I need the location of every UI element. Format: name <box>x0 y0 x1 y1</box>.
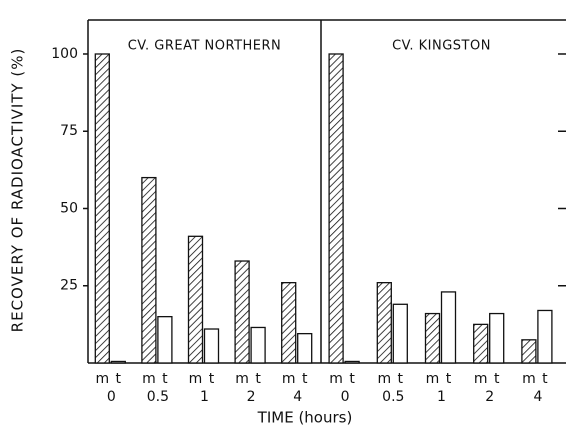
bar-group-label: t <box>302 371 308 387</box>
bar-group-label: m <box>282 371 296 387</box>
bar <box>234 260 250 364</box>
bar-group-label: m <box>522 371 536 387</box>
bar-group-label: t <box>116 371 122 387</box>
bar-group-label: t <box>349 371 355 387</box>
bar <box>250 326 266 364</box>
bar <box>187 235 204 364</box>
bar <box>203 328 220 364</box>
bar <box>344 360 360 364</box>
bar-group-label: m <box>142 371 156 387</box>
bar <box>440 291 457 364</box>
bar-group-label: t <box>542 371 548 387</box>
bar <box>376 282 392 364</box>
x-tick-label: 0.5 <box>147 389 169 405</box>
bar <box>110 360 126 364</box>
x-tick-label: 0 <box>107 389 116 405</box>
bar <box>392 303 408 364</box>
x-tick-label: 1 <box>437 389 446 405</box>
bar <box>297 332 313 364</box>
y-tick-label: 25 <box>60 278 78 294</box>
bar <box>489 312 505 364</box>
x-tick-label: 0.5 <box>382 389 404 405</box>
bar <box>521 339 537 364</box>
panel-title: CV. GREAT NORTHERN <box>128 39 282 54</box>
bar-group-label: m <box>95 371 109 387</box>
y-tick-label: 75 <box>60 123 78 139</box>
y-axis-label: RECOVERY OF RADIOACTIVITY (%) <box>9 48 27 333</box>
bar-group-label: t <box>398 371 404 387</box>
bar-group-label: t <box>255 371 261 387</box>
y-tick-label: 50 <box>60 200 78 216</box>
x-tick-label: 4 <box>533 389 542 405</box>
bar-group-label: m <box>426 371 440 387</box>
bar <box>281 282 297 364</box>
bar <box>424 312 441 364</box>
x-tick-label: 1 <box>200 389 209 405</box>
bar-group-label: t <box>209 371 215 387</box>
panel-title: CV. KINGSTON <box>392 39 491 54</box>
bar <box>473 323 489 364</box>
bar-group-label: t <box>494 371 500 387</box>
bar-group-label: m <box>377 371 391 387</box>
bar-group-label: m <box>329 371 343 387</box>
bar-group-label: t <box>446 371 452 387</box>
bar <box>141 176 157 364</box>
y-tick-label: 100 <box>51 46 78 62</box>
x-tick-label: 2 <box>247 389 256 405</box>
bar <box>157 315 173 364</box>
bar-group-label: m <box>189 371 203 387</box>
x-axis-label: TIME (hours) <box>257 409 353 427</box>
bar <box>537 309 553 364</box>
bar-group-label: m <box>474 371 488 387</box>
bar <box>328 53 344 364</box>
bar-group-label: m <box>235 371 249 387</box>
bar-group-label: t <box>162 371 168 387</box>
x-tick-label: 0 <box>341 389 350 405</box>
x-tick-label: 4 <box>293 389 302 405</box>
bar <box>94 53 110 364</box>
x-tick-label: 2 <box>485 389 494 405</box>
